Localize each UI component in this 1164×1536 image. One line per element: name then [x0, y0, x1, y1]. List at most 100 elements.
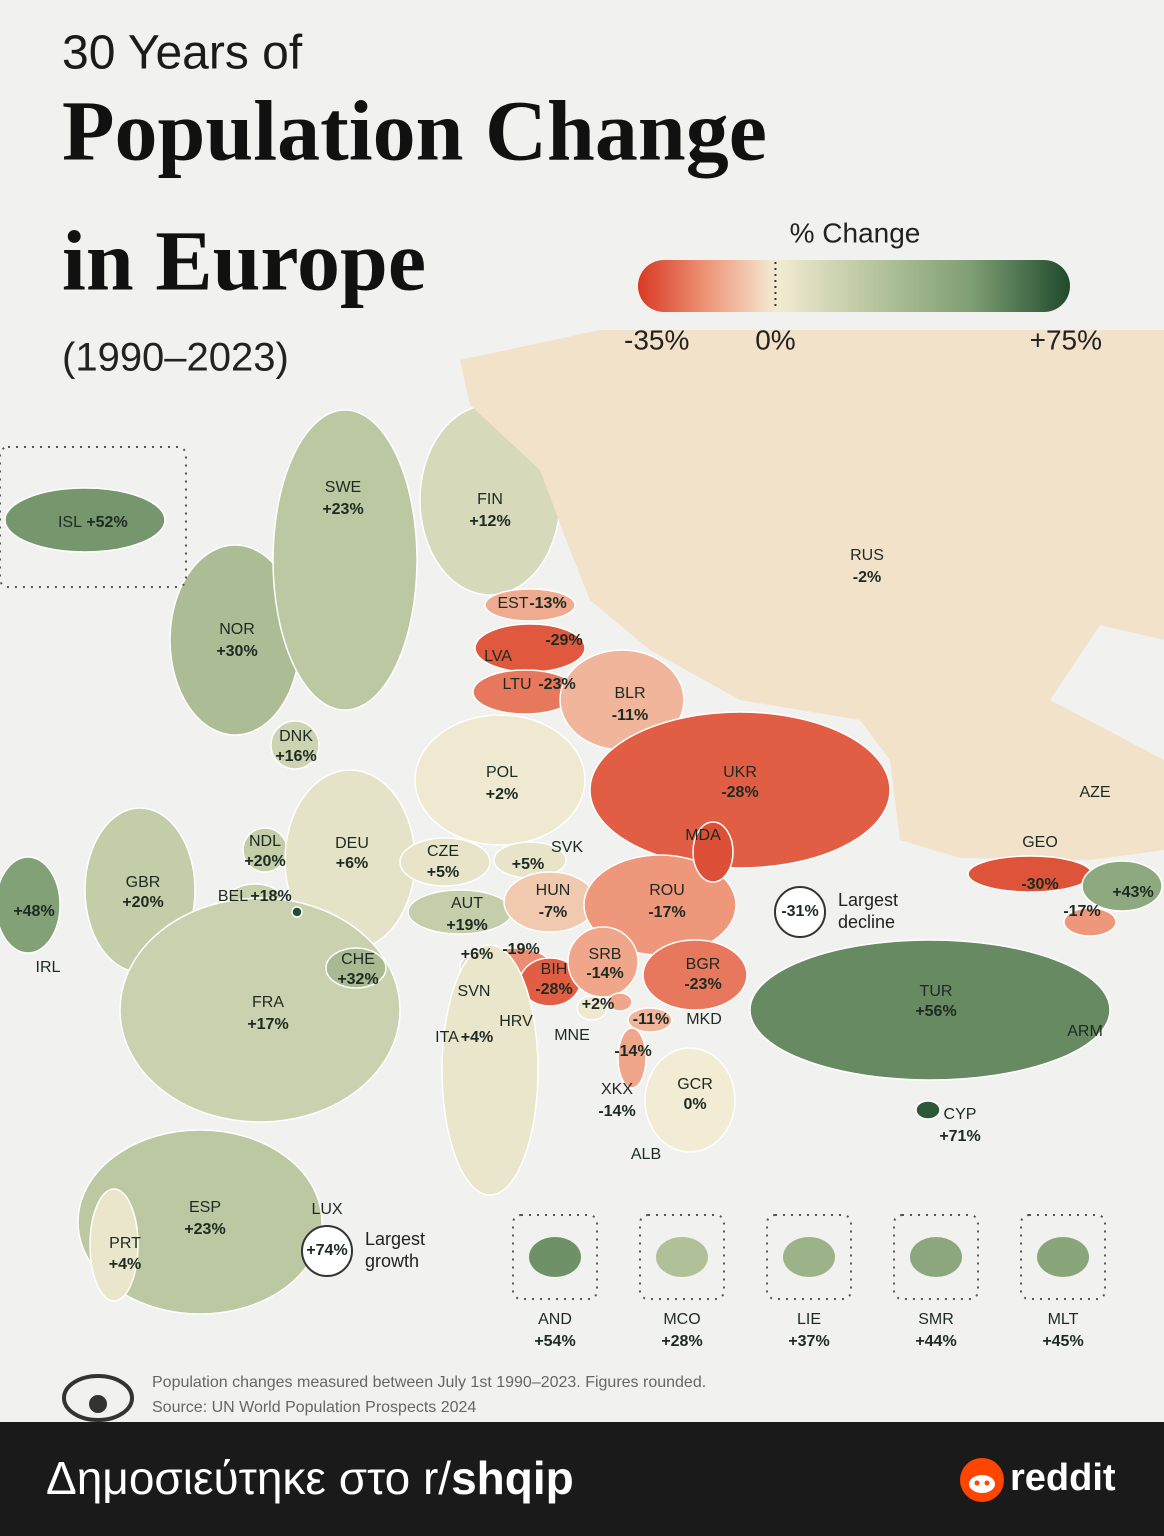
country: [4, 487, 166, 553]
country-value: +4%: [461, 1029, 493, 1046]
country-code: NDL: [249, 833, 281, 850]
country-code: GCR: [677, 1076, 713, 1093]
legend-label: 0%: [755, 324, 795, 355]
country: [1081, 860, 1163, 912]
country-value: +32%: [337, 971, 378, 988]
country: [617, 1027, 647, 1089]
country: [414, 714, 586, 846]
country-value: +56%: [915, 1003, 956, 1020]
country-value: -11%: [633, 1011, 669, 1028]
country-code: FIN: [477, 491, 503, 508]
country-code: RUS: [850, 547, 884, 564]
microstate: [910, 1237, 962, 1277]
country-code: FRA: [252, 994, 284, 1011]
country-code: UKR: [723, 764, 757, 781]
country-value: -14%: [614, 1043, 651, 1060]
country-code: XKX: [601, 1081, 633, 1098]
country-value: +48%: [13, 903, 54, 920]
country: [291, 906, 303, 918]
country-value: +5%: [427, 864, 459, 881]
country-code: ARM: [1067, 1023, 1103, 1040]
country-value: +19%: [446, 917, 487, 934]
inset-frame: [639, 1214, 725, 1300]
country-value: +12%: [469, 513, 510, 530]
country: [692, 821, 734, 883]
country-value: -17%: [1063, 903, 1100, 920]
country-value: +28%: [661, 1333, 702, 1350]
country-value: -28%: [535, 981, 572, 998]
country-value: +16%: [275, 748, 316, 765]
country-code: ISL: [58, 514, 82, 531]
microstate: [1037, 1237, 1089, 1277]
country-value: -13%: [529, 595, 566, 612]
country-code: HRV: [499, 1013, 533, 1030]
country: [119, 897, 401, 1123]
banner-prefix: Δημοσιεύτηκε στο r/: [46, 1452, 451, 1504]
country-code: BIH: [541, 961, 568, 978]
country-value: +54%: [534, 1333, 575, 1350]
country-code: CHE: [341, 951, 375, 968]
footer-logo: [62, 1374, 134, 1422]
inset-frame: [512, 1214, 598, 1300]
country-value: +17%: [247, 1016, 288, 1033]
country-value: +44%: [915, 1333, 956, 1350]
country-value: +5%: [512, 856, 544, 873]
country-value: +2%: [582, 996, 614, 1013]
inset-frame: [1020, 1214, 1106, 1300]
country-code: MKD: [686, 1011, 722, 1028]
country-code: DNK: [279, 728, 313, 745]
legend-bar: [638, 260, 1070, 312]
country: [1063, 907, 1117, 937]
country-value: +23%: [322, 501, 363, 518]
country-code: MDA: [685, 827, 721, 844]
country-code: ESP: [189, 1199, 221, 1216]
country-value: +37%: [788, 1333, 829, 1350]
country: [325, 947, 387, 989]
country: [589, 711, 891, 869]
country-code: HUN: [536, 882, 571, 899]
country-code: LTU: [502, 676, 531, 693]
years: (1990–2023): [62, 336, 289, 380]
country-value: 0%: [683, 1096, 706, 1113]
country-code: SVK: [551, 839, 583, 856]
callout-note: decline: [838, 912, 895, 932]
country-code: LUX: [311, 1201, 342, 1218]
country-code: NOR: [219, 621, 255, 638]
country-value: -7%: [539, 904, 567, 921]
inset-frame: [766, 1214, 852, 1300]
country-code: IRL: [36, 959, 61, 976]
country-value: -19%: [502, 941, 539, 958]
country-code: BGR: [686, 956, 721, 973]
country: [567, 926, 639, 998]
country: [0, 856, 61, 954]
country-value: +18%: [250, 888, 291, 905]
country-code: SVN: [458, 983, 491, 1000]
country-value: -14%: [598, 1103, 635, 1120]
country-value: +6%: [461, 946, 493, 963]
country-value: -11%: [612, 707, 648, 724]
title: Population Change: [62, 83, 767, 179]
title: in Europe: [62, 213, 426, 309]
country-code: LVA: [484, 648, 512, 665]
inset-frame: [893, 1214, 979, 1300]
legend-label: -35%: [624, 324, 689, 355]
callout-note: growth: [365, 1251, 419, 1271]
country-code: ALB: [631, 1146, 661, 1163]
callout-note: Largest: [838, 890, 898, 910]
country-code: MCO: [663, 1311, 700, 1328]
country-code: SWE: [325, 479, 361, 496]
country-code: PRT: [109, 1235, 141, 1252]
country-code: AUT: [451, 895, 483, 912]
country-code: AND: [538, 1311, 572, 1328]
country-code: ITA: [435, 1029, 459, 1046]
country-code: AZE: [1079, 784, 1110, 801]
reddit-logo: [960, 1458, 1004, 1502]
country-value: +30%: [216, 643, 257, 660]
country-value: +45%: [1042, 1333, 1083, 1350]
legend-title: % Change: [790, 217, 921, 248]
callout-value: -31%: [781, 903, 818, 920]
callout-note: Largest: [365, 1229, 425, 1249]
country: [576, 995, 608, 1021]
country: [441, 944, 539, 1196]
